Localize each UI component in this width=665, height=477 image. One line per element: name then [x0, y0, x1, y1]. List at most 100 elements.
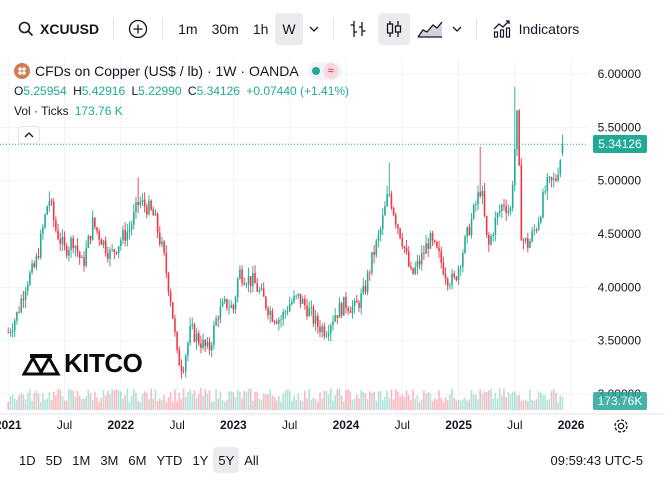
volume-bar	[349, 391, 352, 410]
symbol-search[interactable]: XCUUSD	[12, 13, 105, 45]
volume-bar	[182, 388, 185, 410]
volume-bar	[81, 398, 83, 410]
interval-30m[interactable]: 30m	[211, 21, 239, 37]
kitco-bars-icon	[22, 353, 61, 375]
volume-bar	[433, 398, 436, 410]
candle-body	[407, 251, 410, 267]
close-key: C	[187, 84, 197, 98]
volume-bar	[535, 399, 538, 410]
candle-body	[282, 311, 284, 320]
volume-bar	[234, 397, 237, 410]
volume-bar	[146, 393, 148, 410]
candle-body	[514, 149, 516, 186]
volume-bar	[102, 389, 105, 410]
candle-body	[384, 206, 386, 216]
candle-body	[122, 229, 124, 241]
volume-bar	[360, 389, 362, 410]
volume-bar	[336, 389, 339, 410]
volume-bar	[13, 398, 16, 410]
volume-value: 173.76 K	[74, 104, 123, 118]
instrument-title[interactable]: CFDs on Copper (US$ / lb) · 1W · OANDA	[35, 63, 299, 79]
range-5d[interactable]: 5D	[45, 452, 63, 468]
candle-body	[22, 298, 25, 300]
range-3m[interactable]: 3M	[100, 452, 119, 468]
volume-bar	[371, 392, 373, 410]
candle-body	[50, 201, 53, 203]
volume-bar	[446, 399, 449, 410]
volume-bar	[353, 398, 356, 410]
interval-1m[interactable]: 1m	[178, 21, 198, 37]
volume-bar	[78, 395, 81, 410]
timezone-clock[interactable]: 09:59:43 UTC-5	[550, 452, 644, 468]
candles-style-button[interactable]	[377, 13, 410, 45]
candle-body	[232, 305, 235, 310]
candle-body	[191, 324, 194, 326]
candle-body	[522, 240, 525, 242]
kitco-logo: KITCO	[22, 348, 143, 379]
volume-bar	[50, 400, 53, 410]
interval-dropdown[interactable]	[303, 13, 325, 45]
search-icon	[18, 21, 34, 37]
indicators-button[interactable]: Indicators	[485, 13, 587, 45]
range-5y[interactable]: 5Y	[213, 447, 240, 473]
candle-body	[89, 235, 92, 240]
range-6m[interactable]: 6M	[128, 452, 147, 468]
volume-bar	[165, 401, 168, 410]
y-tick-label: 6.00000	[598, 67, 642, 81]
interval-1h[interactable]: 1h	[252, 21, 269, 37]
volume-bar	[113, 390, 116, 410]
market-status-badge[interactable]: ≈	[307, 62, 342, 80]
candle-body	[416, 260, 419, 268]
volume-bar	[330, 388, 332, 410]
volume-bar	[481, 393, 484, 410]
volume-bar	[351, 399, 354, 410]
candle-body	[492, 234, 494, 237]
time-axis[interactable]: 2021 Jul 2022 Jul 2023 Jul 2024 Jul 2025 Jul 2026	[0, 418, 585, 432]
candle-body	[544, 191, 546, 193]
volume-bar	[317, 401, 319, 410]
x-tick-label: Jul	[282, 418, 297, 432]
volume-bar	[483, 391, 486, 410]
chart-style-dropdown[interactable]	[446, 13, 468, 45]
candle-body	[548, 177, 551, 178]
x-tick-label: Jul	[507, 418, 522, 432]
candle-body	[280, 319, 282, 321]
volume-bar	[191, 394, 194, 410]
candle-body	[314, 315, 317, 324]
range-all[interactable]: All	[244, 452, 259, 468]
volume-bar	[156, 401, 159, 410]
area-style-button[interactable]	[414, 13, 446, 45]
volume-bar	[16, 399, 18, 410]
candle-body	[256, 283, 259, 292]
gear-icon[interactable]	[612, 417, 630, 435]
candle-body	[518, 110, 520, 166]
range-1d[interactable]: 1D	[19, 452, 36, 468]
volume-bar	[189, 389, 191, 410]
compare-button[interactable]	[122, 13, 154, 45]
range-ytd[interactable]: YTD	[156, 452, 183, 468]
volume-bar	[31, 400, 33, 410]
volume-bar	[306, 398, 308, 410]
chevron-down-icon	[309, 26, 319, 32]
volume-bar	[381, 400, 384, 410]
indicators-label: Indicators	[518, 21, 580, 37]
candle-body	[323, 326, 326, 337]
volume-bar	[494, 392, 497, 410]
volume-bar	[314, 399, 317, 410]
collapse-legend-button[interactable]	[18, 126, 40, 144]
y-tick-label: 4.00000	[598, 280, 642, 294]
volume-bar	[459, 400, 462, 410]
candle-body	[234, 297, 237, 310]
candle-body	[405, 248, 408, 252]
bars-style-button[interactable]	[342, 13, 374, 45]
price-chart[interactable]: 6.00000 5.50000 5.00000 4.50000 4.00000 3.500…	[0, 0, 665, 443]
volume-label[interactable]: Vol · Ticks	[14, 104, 69, 118]
volume-bar	[256, 391, 259, 410]
volume-bar	[163, 394, 165, 410]
interval-w[interactable]: W	[275, 13, 303, 45]
range-1m[interactable]: 1M	[72, 452, 91, 468]
volume-bar	[37, 393, 40, 410]
range-1y[interactable]: 1Y	[192, 452, 209, 468]
candle-body	[156, 213, 159, 233]
price-axis[interactable]: 6.00000 5.50000 5.00000 4.50000 4.00000 3.500…	[598, 67, 642, 401]
